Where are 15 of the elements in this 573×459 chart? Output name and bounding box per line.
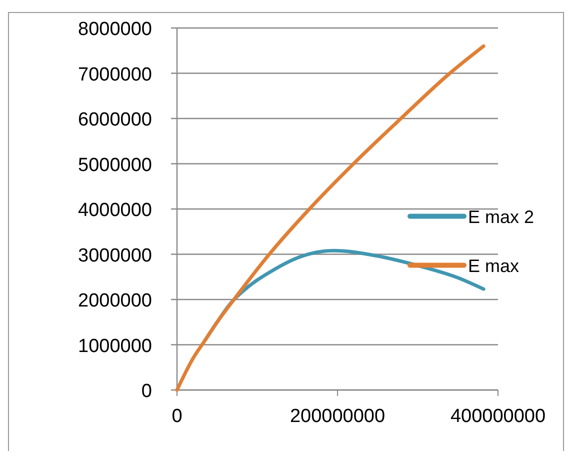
legend-label: E max [468, 256, 520, 276]
x-tick-label: 400000000 [450, 406, 546, 427]
y-tick-label: 3000000 [78, 245, 152, 266]
y-tick-label: 8000000 [78, 19, 152, 40]
line-series [175, 44, 486, 392]
x-tick-label: 0 [172, 406, 182, 427]
y-tick-label: 1000000 [78, 336, 152, 357]
legend-label: E max 2 [468, 207, 534, 228]
y-tick-label: 4000000 [78, 200, 152, 221]
y-tick-label: 0 [141, 381, 152, 402]
y-tick-label: 6000000 [78, 110, 152, 130]
y-tick-label: 5000000 [78, 154, 152, 176]
y-tick-label: 7000000 [78, 64, 152, 86]
x-tick-label: 200000000 [290, 406, 386, 427]
y-tick-label: 2000000 [78, 290, 152, 312]
